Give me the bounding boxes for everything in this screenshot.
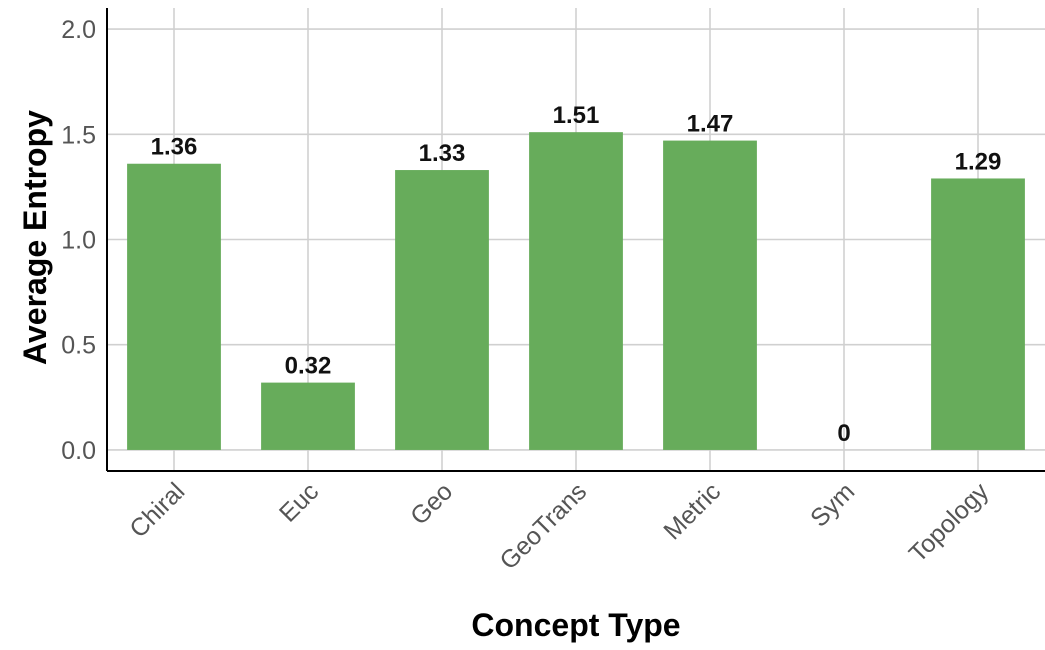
y-tick-label: 2.0 (61, 16, 96, 44)
bar-value-label: 1.36 (151, 134, 198, 161)
x-tick-label: Chiral (124, 477, 190, 543)
bar-value-label: 1.51 (553, 102, 600, 129)
x-axis-ticks: Chiral Euc Geo GeoTrans Metric Sym Topology (124, 477, 994, 575)
bar (261, 383, 355, 450)
bar (931, 178, 1025, 449)
bar-value-label: 0 (837, 420, 850, 447)
bars (127, 132, 1025, 450)
y-tick-label: 0.5 (61, 332, 96, 360)
y-axis-title: Average Entropy (17, 110, 53, 365)
bar (663, 141, 757, 450)
bar-value-label: 1.33 (419, 140, 466, 167)
y-tick-label: 1.5 (61, 121, 96, 149)
x-axis-title: Concept Type (471, 607, 680, 643)
x-tick-label: Topology (904, 477, 995, 568)
bar (529, 132, 623, 450)
bar-value-label: 1.29 (955, 148, 1002, 175)
x-tick-label: Euc (274, 477, 324, 527)
y-tick-label: 1.0 (61, 227, 96, 255)
x-tick-label: GeoTrans (494, 477, 592, 575)
bar (395, 170, 489, 450)
bar (127, 164, 221, 450)
x-tick-label: Sym (805, 477, 860, 532)
x-tick-label: Metric (658, 477, 726, 545)
y-axis-ticks: 0.0 0.5 1.0 1.5 2.0 (61, 16, 96, 465)
bar-value-label: 1.47 (687, 111, 734, 138)
y-tick-label: 0.0 (61, 437, 96, 465)
x-tick-label: Geo (405, 477, 458, 530)
bar-value-label: 0.32 (285, 353, 332, 380)
